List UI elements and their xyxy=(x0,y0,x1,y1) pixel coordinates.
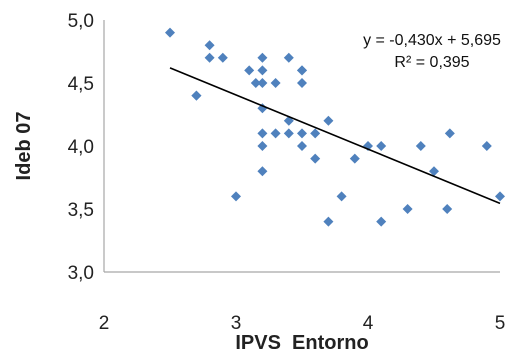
data-point xyxy=(217,52,228,63)
trendline xyxy=(169,67,501,205)
data-point xyxy=(442,204,453,214)
data-point xyxy=(495,191,505,202)
data-point xyxy=(270,78,281,88)
data-point xyxy=(283,52,294,63)
data-point xyxy=(323,216,334,227)
data-point xyxy=(376,216,387,227)
data-point xyxy=(297,78,307,88)
trendline-r-squared: R² = 0,395 xyxy=(394,54,469,71)
data-point xyxy=(257,78,268,88)
x-axis-ticks: 2 3 4 5 xyxy=(99,313,506,334)
data-point xyxy=(297,141,307,151)
data-point xyxy=(310,128,321,139)
data-point xyxy=(297,65,307,76)
data-point xyxy=(165,27,175,38)
y-tick-label: 5,0 xyxy=(68,11,94,32)
x-tick-label: 5 xyxy=(495,313,506,334)
x-tick-label: 3 xyxy=(231,313,242,334)
data-point xyxy=(204,40,215,51)
data-point xyxy=(323,115,334,126)
y-tick-label: 3,0 xyxy=(68,263,94,284)
trendline-equation: y = -0,430x + 5,695 xyxy=(363,32,501,49)
data-point xyxy=(336,191,347,202)
data-point xyxy=(257,52,268,63)
data-point xyxy=(231,191,241,202)
data-point xyxy=(376,141,387,151)
x-tick-label: 2 xyxy=(99,313,110,334)
y-tick-label: 4,5 xyxy=(68,74,94,95)
data-point xyxy=(257,166,268,177)
data-point xyxy=(204,52,215,63)
data-point xyxy=(429,166,439,177)
data-point xyxy=(270,128,281,139)
y-axis-label: Ideb 07 xyxy=(13,112,35,181)
data-point xyxy=(297,128,307,139)
data-point xyxy=(244,65,255,76)
data-point xyxy=(310,153,321,164)
data-point xyxy=(444,128,455,139)
data-point xyxy=(481,141,492,151)
data-point xyxy=(349,153,360,164)
x-tick-label: 4 xyxy=(363,313,374,334)
x-axis-label: IPVS Entorno xyxy=(235,332,368,354)
data-point xyxy=(257,65,268,76)
data-point xyxy=(250,78,261,88)
data-point xyxy=(257,128,268,139)
y-tick-label: 4,0 xyxy=(68,137,94,158)
data-point xyxy=(191,90,202,101)
y-tick-label: 3,5 xyxy=(68,200,94,221)
data-points xyxy=(165,27,505,227)
data-point xyxy=(415,141,426,151)
data-point xyxy=(402,204,413,214)
data-point xyxy=(257,141,268,151)
data-point xyxy=(257,103,268,114)
y-axis-ticks: 3,0 3,5 4,0 4,5 5,0 xyxy=(68,11,94,284)
data-point xyxy=(283,128,294,139)
